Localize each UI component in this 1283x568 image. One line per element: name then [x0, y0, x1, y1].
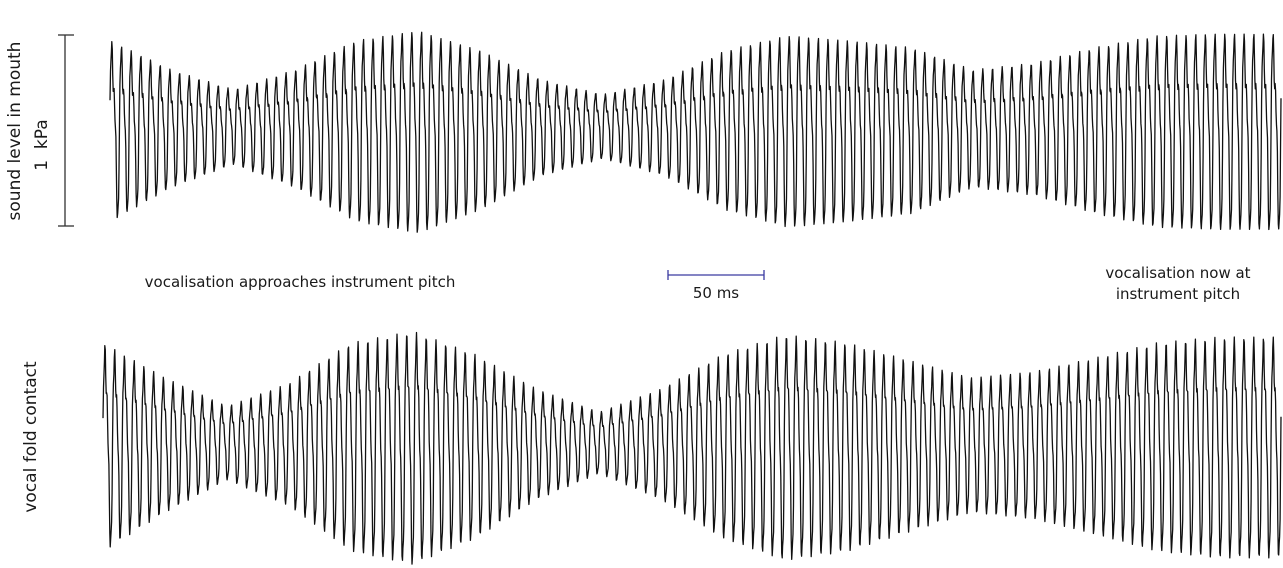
- annotation-at-pitch: vocalisation now at instrument pitch: [1105, 264, 1250, 303]
- time-scale-label: 50 ms: [693, 284, 739, 302]
- top-y-axis-label: sound level in mouth: [5, 42, 25, 221]
- time-scale-bar: [667, 270, 765, 280]
- pressure-scale-bar: [58, 34, 74, 227]
- vocal-fold-contact-trace: [102, 331, 1282, 565]
- annotation-approaches-pitch: vocalisation approaches instrument pitch: [145, 273, 456, 291]
- bottom-y-axis-label: vocal fold contact: [21, 361, 41, 513]
- mouth-pressure-trace: [109, 31, 1282, 233]
- pressure-scale-label: 1 kPa: [32, 119, 52, 170]
